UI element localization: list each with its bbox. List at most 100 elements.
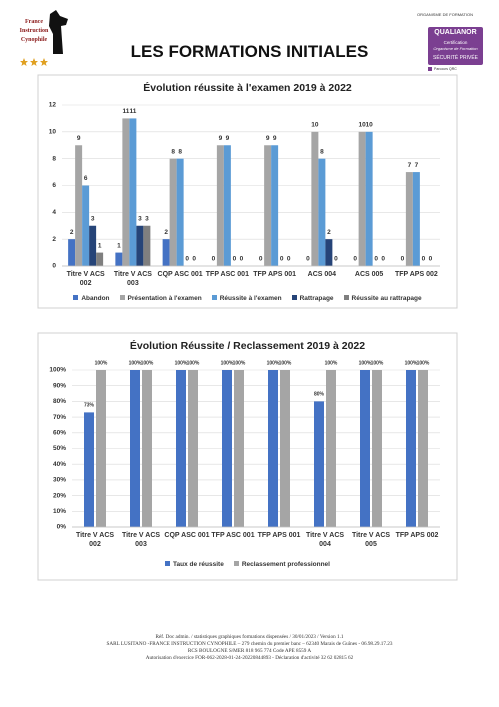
x-tick-label: ACS 004 (307, 271, 337, 278)
data-label: 7 (415, 162, 419, 169)
data-label: 3 (138, 215, 142, 222)
bar (372, 370, 382, 527)
data-label: 10 (366, 122, 374, 129)
data-label: 10 (359, 122, 367, 129)
bar (115, 252, 123, 266)
data-label: 0 (422, 256, 426, 263)
data-label: 73% (84, 403, 95, 409)
data-label: 0 (381, 256, 385, 263)
bar (75, 145, 83, 266)
data-label: 0 (287, 256, 291, 263)
bar (129, 118, 137, 267)
cert-line: SÉCURITÉ PRIVÉE (432, 55, 478, 61)
y-tick-label: 2 (52, 236, 56, 243)
x-tick-label: TFP APS 001 (253, 271, 297, 278)
bar (142, 370, 152, 527)
bar (360, 370, 370, 527)
data-label: 100% (175, 360, 188, 366)
data-label: 9 (273, 135, 277, 142)
y-tick-label: 20% (53, 492, 66, 499)
chart-title: Évolution réussite à l'examen 2019 à 202… (143, 81, 352, 94)
x-tick-label: TFP APS 002 (395, 532, 439, 539)
logo-dog (49, 10, 68, 54)
bar (96, 370, 106, 527)
bar (122, 118, 130, 267)
bar (418, 370, 428, 527)
page-title: LES FORMATIONS INITIALES (130, 42, 369, 61)
legend-swatch (119, 295, 125, 300)
legend-swatch (211, 295, 217, 300)
bar (176, 370, 186, 527)
bar (162, 239, 170, 266)
legend-label: Rattrapage (299, 295, 334, 302)
bar (96, 252, 104, 266)
data-label: 100% (95, 360, 108, 366)
legend-item: Présentation à l'examen (119, 295, 202, 302)
y-tick-label: 100% (49, 367, 66, 374)
bar (143, 225, 151, 266)
data-label: 9 (219, 135, 223, 142)
cert-logo (428, 27, 483, 65)
data-label: 100% (221, 360, 234, 366)
data-label: 100% (141, 360, 154, 366)
y-tick-label: 70% (53, 414, 66, 421)
data-label: 100% (405, 360, 418, 366)
x-tick-label: Titre V ACS 003 (121, 532, 161, 548)
y-tick-label: 40% (53, 461, 66, 468)
bar (223, 145, 231, 266)
bar (326, 370, 336, 527)
data-label: 1 (117, 242, 121, 249)
data-label: 2 (327, 229, 331, 236)
y-tick-label: 8 (52, 155, 56, 162)
cert-line: Organisme de Formation (433, 46, 478, 51)
bar (406, 370, 416, 527)
legend-label: Réussite au rattrapage (351, 295, 422, 302)
data-label: 0 (212, 256, 216, 263)
y-tick-label: 90% (53, 382, 66, 389)
data-label: 100% (129, 360, 142, 366)
data-label: 9 (77, 135, 81, 142)
legend-swatch (73, 295, 79, 300)
data-label: 2 (70, 229, 74, 236)
legend-item: Rattrapage (291, 295, 334, 302)
bar (216, 145, 224, 266)
y-tick-label: 30% (53, 477, 66, 484)
data-label: 11 (129, 108, 136, 115)
y-tick-label: 10 (49, 129, 57, 136)
data-label: 80% (314, 392, 325, 398)
legend-item: Reclassement professionnel (233, 561, 330, 568)
bar (68, 239, 76, 266)
data-label: 7 (408, 162, 412, 169)
organism: ORGANISME DE FORMATION (417, 12, 473, 17)
x-tick-label: Titre V ACS 005 (351, 532, 391, 548)
x-tick-label: CQP ASC 001 (164, 532, 210, 539)
x-tick-label: TFP APS 001 (257, 532, 301, 539)
bar (89, 225, 97, 266)
cert-line: Certification (443, 40, 468, 45)
data-label: 0 (401, 256, 405, 263)
data-label: 1 (98, 242, 102, 249)
data-label: 0 (429, 256, 433, 263)
x-tick-label: Titre V ACS 002 (66, 271, 105, 287)
legend-label: Présentation à l'examen (127, 295, 202, 302)
footer-line: Réf. Doc admin. / statistiques graphique… (155, 634, 344, 640)
data-label: 10 (311, 122, 319, 129)
data-label: 9 (266, 135, 270, 142)
y-tick-label: 60% (53, 430, 66, 437)
bar (405, 172, 413, 266)
bar (169, 158, 177, 266)
legend-swatch (291, 295, 297, 300)
data-label: 0 (192, 256, 196, 263)
data-label: 0 (306, 256, 310, 263)
bar (314, 401, 324, 527)
y-tick-label: 0 (52, 263, 56, 270)
data-label: 3 (145, 215, 149, 222)
data-label: 100% (325, 360, 338, 366)
y-tick-label: 80% (53, 398, 66, 405)
y-tick-label: 4 (52, 209, 56, 216)
x-tick-label: Titre V ACS 003 (113, 271, 152, 287)
bar (318, 158, 326, 266)
data-label: 0 (233, 256, 237, 263)
data-label: 0 (185, 256, 189, 263)
